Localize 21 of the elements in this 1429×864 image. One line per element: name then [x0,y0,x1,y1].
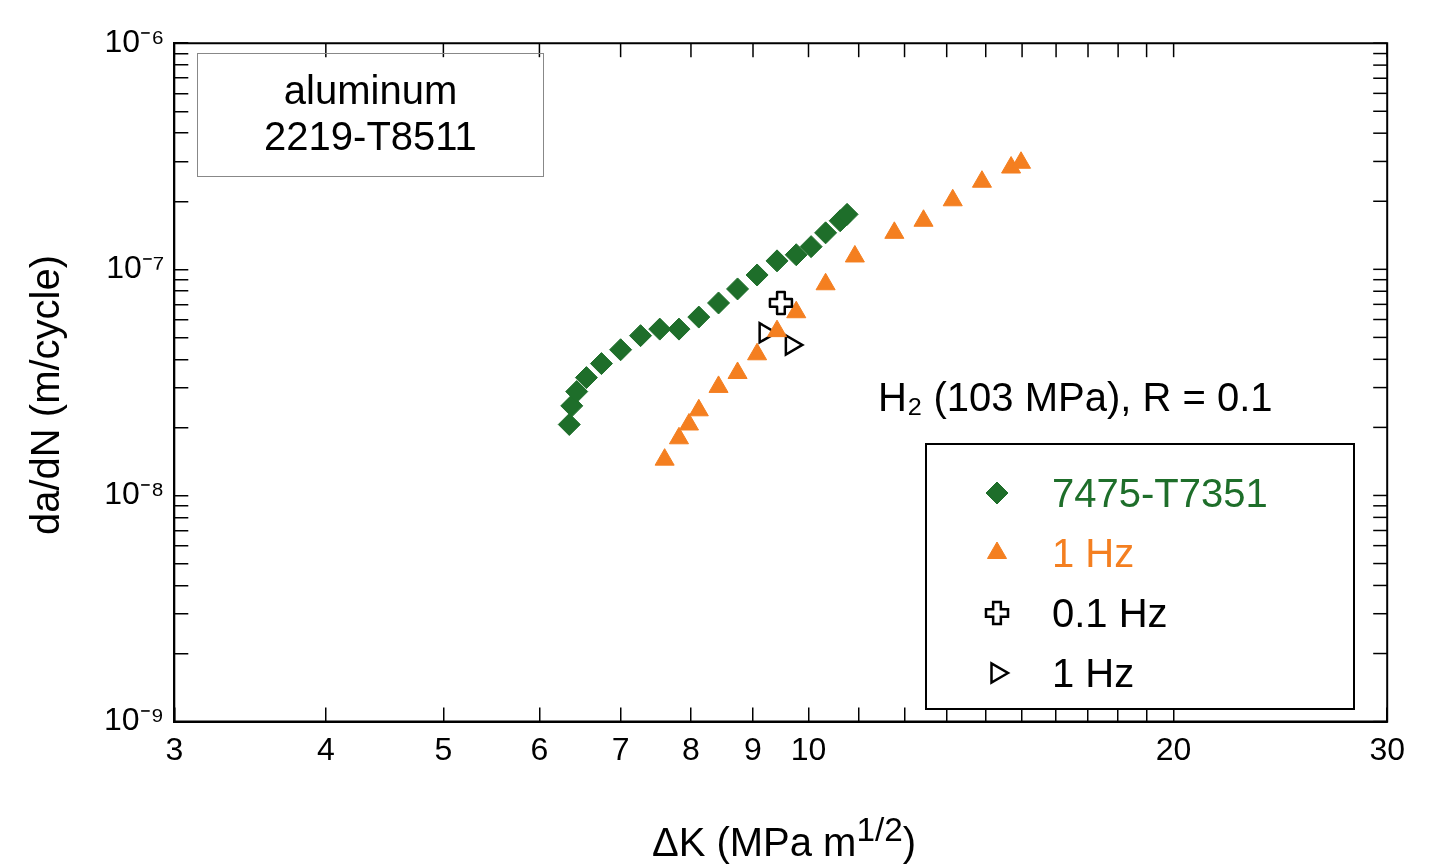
x-tick-label: 6 [530,730,549,767]
x-tick-label: 7 [611,730,630,767]
legend-title: H₂ (103 MPa), R = 0.1 [878,375,1273,420]
x-tick-label: 8 [682,730,700,767]
legend-label: 1 Hz [1052,530,1135,576]
y-tick-label: 10⁻⁷ [106,249,165,286]
x-tick-label: 30 [1369,730,1405,767]
x-tick-label: 9 [744,730,762,767]
x-tick-label: 10 [790,730,827,767]
x-axis-title: ΔK (MPa m$^{1/2}$) [651,811,917,864]
legend-label: 7475-T7351 [1052,470,1268,516]
legend-label: 1 Hz [1052,650,1135,696]
y-tick-label: 10⁻⁶ [104,23,165,60]
y-tick-label: 10⁻⁸ [104,475,165,512]
y-axis-title: da/dN (m/cycle) [22,254,68,536]
x-tick-label: 4 [316,730,335,767]
y-tick-label: 10⁻⁹ [104,701,165,738]
legend-label: 0.1 Hz [1052,590,1168,636]
x-tick-label: 5 [434,730,453,767]
x-tick-label: 20 [1155,730,1192,767]
x-tick-label: 3 [165,730,184,767]
